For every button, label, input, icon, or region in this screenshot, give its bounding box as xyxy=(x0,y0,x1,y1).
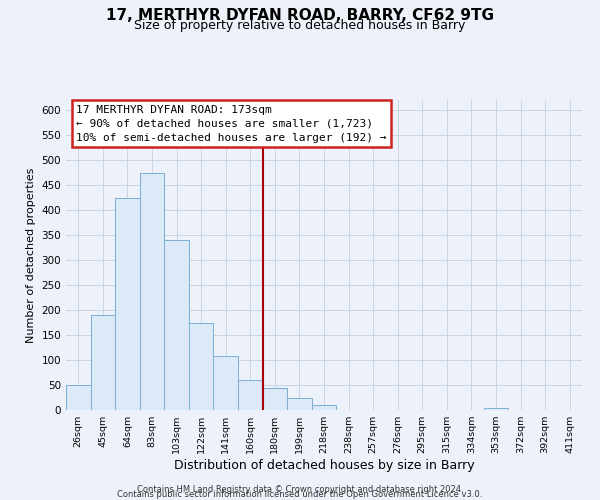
Text: Contains HM Land Registry data © Crown copyright and database right 2024.: Contains HM Land Registry data © Crown c… xyxy=(137,484,463,494)
Bar xyxy=(312,405,336,410)
Bar xyxy=(484,408,508,410)
Text: Distribution of detached houses by size in Barry: Distribution of detached houses by size … xyxy=(173,460,475,472)
Bar xyxy=(214,356,238,410)
Y-axis label: Number of detached properties: Number of detached properties xyxy=(26,168,36,342)
Bar xyxy=(91,315,115,410)
Bar xyxy=(140,172,164,410)
Bar xyxy=(164,240,189,410)
Bar xyxy=(263,388,287,410)
Bar xyxy=(287,398,312,410)
Bar xyxy=(238,380,263,410)
Text: 17 MERTHYR DYFAN ROAD: 173sqm
← 90% of detached houses are smaller (1,723)
10% o: 17 MERTHYR DYFAN ROAD: 173sqm ← 90% of d… xyxy=(76,104,387,142)
Bar xyxy=(66,385,91,410)
Bar xyxy=(115,198,140,410)
Bar xyxy=(189,322,214,410)
Text: Contains public sector information licensed under the Open Government Licence v3: Contains public sector information licen… xyxy=(118,490,482,499)
Text: 17, MERTHYR DYFAN ROAD, BARRY, CF62 9TG: 17, MERTHYR DYFAN ROAD, BARRY, CF62 9TG xyxy=(106,8,494,22)
Text: Size of property relative to detached houses in Barry: Size of property relative to detached ho… xyxy=(134,19,466,32)
